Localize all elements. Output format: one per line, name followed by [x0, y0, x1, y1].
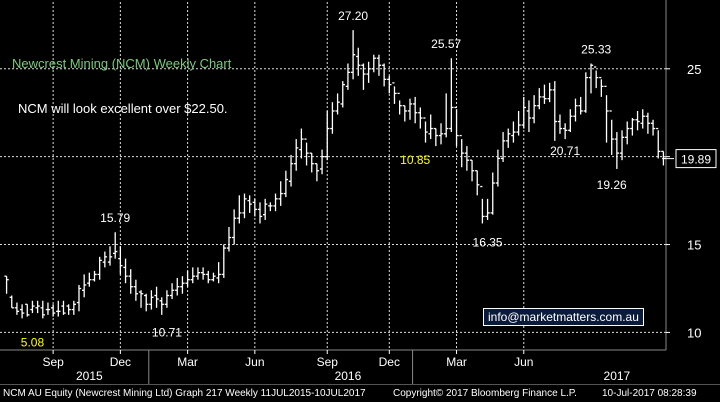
annotation-label: 19.26: [597, 178, 627, 192]
contact-email: info@marketmatters.com.au: [483, 308, 644, 326]
price-chart: 10152025SepDecMarJunSepDecMarJun20152016…: [0, 0, 717, 384]
annotation-label: 10.85: [400, 153, 430, 167]
annotation-label: 10.71: [152, 325, 182, 339]
footer-bar: NCM AU Equity (Newcrest Mining Ltd) Grap…: [0, 384, 720, 402]
chart-title: Newcrest Mining (NCM) Weekly Chart: [12, 56, 232, 71]
chart-subtitle: NCM will look excellent over $22.50.: [18, 101, 228, 116]
annotation-label: 20.71: [550, 144, 580, 158]
annotation-label: 25.33: [581, 43, 611, 57]
x-month-label: Mar: [446, 355, 467, 369]
x-year-label: 2017: [604, 369, 631, 383]
x-year-label: 2015: [76, 369, 103, 383]
x-month-label: Jun: [245, 355, 264, 369]
y-tick-label: 10: [687, 325, 701, 340]
x-month-label: Jun: [514, 355, 533, 369]
footer-timestamp: 10-Jul-2017 08:28:39: [602, 388, 697, 399]
footer-security-info: NCM AU Equity (Newcrest Mining Ltd) Grap…: [3, 388, 366, 399]
last-price-box: [675, 149, 717, 169]
x-month-label: Dec: [110, 355, 131, 369]
x-month-label: Sep: [317, 355, 339, 369]
annotation-label: 16.35: [473, 236, 503, 250]
last-price-label: 19.89: [681, 153, 711, 167]
x-month-label: Dec: [379, 355, 400, 369]
annotation-label: 5.08: [21, 336, 45, 350]
x-year-label: 2016: [335, 369, 362, 383]
annotation-label: 15.79: [100, 211, 130, 225]
annotation-label: 27.20: [338, 9, 368, 23]
x-month-label: Mar: [177, 355, 198, 369]
annotation-label: 25.57: [431, 37, 461, 51]
y-tick-label: 15: [687, 238, 701, 253]
footer-copyright: Copyright© 2017 Bloomberg Finance L.P.: [393, 388, 577, 399]
x-month-label: Sep: [42, 355, 64, 369]
y-tick-label: 25: [687, 62, 701, 77]
